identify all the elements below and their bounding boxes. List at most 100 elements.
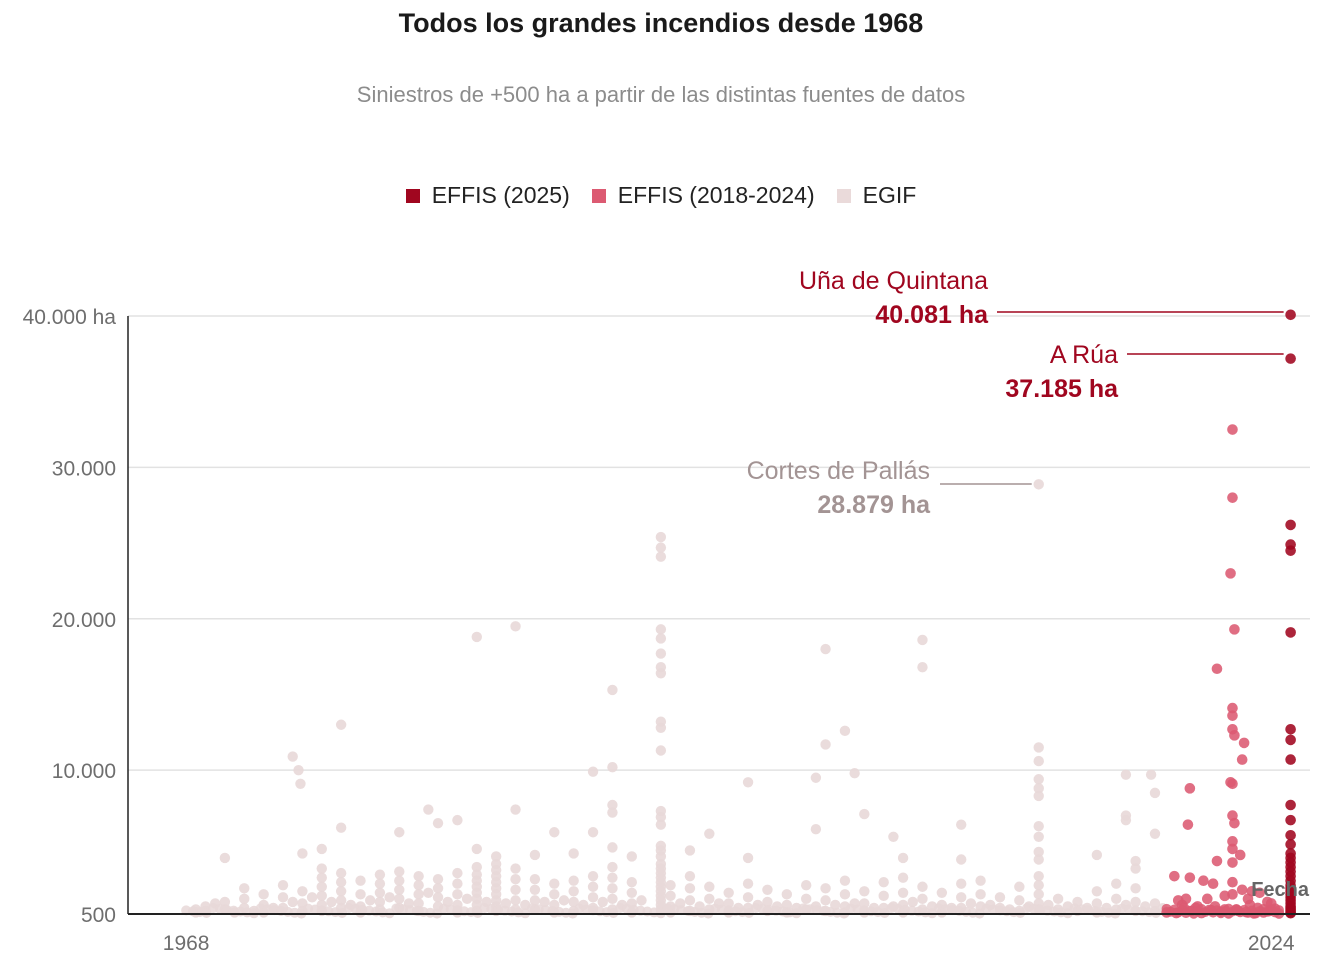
egif-point [471,861,482,873]
egif-point [490,851,502,862]
effis-point [1285,309,1296,321]
effis-point [1234,849,1246,861]
egif-point [1149,898,1161,909]
effis-point [1227,710,1238,721]
egif-point [394,827,405,838]
egif-point [452,814,463,826]
egif-point [529,895,541,906]
egif-point [607,684,618,696]
egif-point [510,895,521,906]
egif-point [607,872,618,883]
effis-point [1182,819,1194,830]
egif-point [1130,863,1141,874]
effis-point [1285,814,1296,826]
egif-point [374,887,386,899]
egif-point [1033,479,1044,490]
egif-point [394,875,405,886]
egif-point [529,873,541,885]
egif-point [335,877,347,888]
egif-point [888,831,899,842]
egif-point [374,896,386,908]
egif-point [306,892,318,903]
egif-point [800,880,812,891]
egif-point [917,893,928,905]
egif-point [742,878,754,889]
egif-point [1033,854,1044,865]
egif-point [587,892,599,903]
egif-point [800,893,812,905]
egif-point [607,799,618,811]
egif-point [655,633,667,644]
effis-point [1211,855,1223,867]
egif-point [394,866,405,877]
annotation-value: 40.081 ha [875,301,989,329]
egif-point [655,668,667,679]
egif-point [655,648,667,659]
egif-point [917,881,928,892]
x-tick-label: 2024 [1248,932,1295,955]
egif-point [587,827,599,838]
egif-point [293,764,304,776]
effis-point [1227,857,1238,868]
egif-point [655,551,667,562]
egif-point [655,745,667,756]
egif-point [839,725,851,737]
egif-point [607,893,618,905]
egif-point [355,875,366,886]
egif-point [374,869,386,880]
egif-point [587,766,599,777]
egif-point [936,887,948,899]
effis-point [1211,663,1223,675]
legend-label: EFFIS (2025) [431,182,570,208]
egif-point [326,896,337,908]
egif-point [1014,881,1025,892]
egif-point [655,811,667,823]
egif-point [917,662,928,673]
effis-point [1285,734,1296,746]
egif-point [597,896,608,908]
egif-point [423,804,434,815]
effis-point [1238,737,1250,749]
effis-point [1219,890,1231,902]
effis-point [1242,893,1254,905]
egif-point [452,889,463,900]
egif-point [568,848,579,859]
egif-point [975,889,986,900]
egif-point [762,884,773,895]
egif-point [820,739,831,750]
egif-point [607,761,618,773]
egif-point [839,875,851,886]
egif-point [432,892,444,903]
egif-point [297,848,308,859]
egif-point [549,889,560,900]
egif-point [897,887,909,899]
effis-point [1285,799,1296,811]
egif-point [655,722,667,733]
egif-point [655,851,667,862]
egif-point [781,889,793,900]
effis-point [1227,492,1238,503]
egif-point [316,863,327,874]
effis-point [1227,876,1238,888]
egif-point [335,719,347,730]
effis-point [1285,627,1296,638]
egif-point [316,881,327,892]
egif-point [335,822,347,833]
egif-point [1111,893,1122,905]
effis-point [1225,568,1236,579]
y-tick-label: 500 [81,904,116,927]
egif-point [956,854,967,865]
egif-point [1033,880,1044,891]
egif-point [365,895,376,906]
effis-point [1229,817,1240,829]
egif-point [1033,774,1044,785]
egif-point [897,872,909,883]
egif-point [529,884,541,895]
egif-point [839,889,851,900]
egif-point [335,867,347,879]
egif-point [1052,893,1064,905]
annotation-name: A Rúa [1050,341,1118,369]
egif-point [461,893,473,905]
egif-point [723,887,734,899]
egif-point [1111,878,1122,889]
